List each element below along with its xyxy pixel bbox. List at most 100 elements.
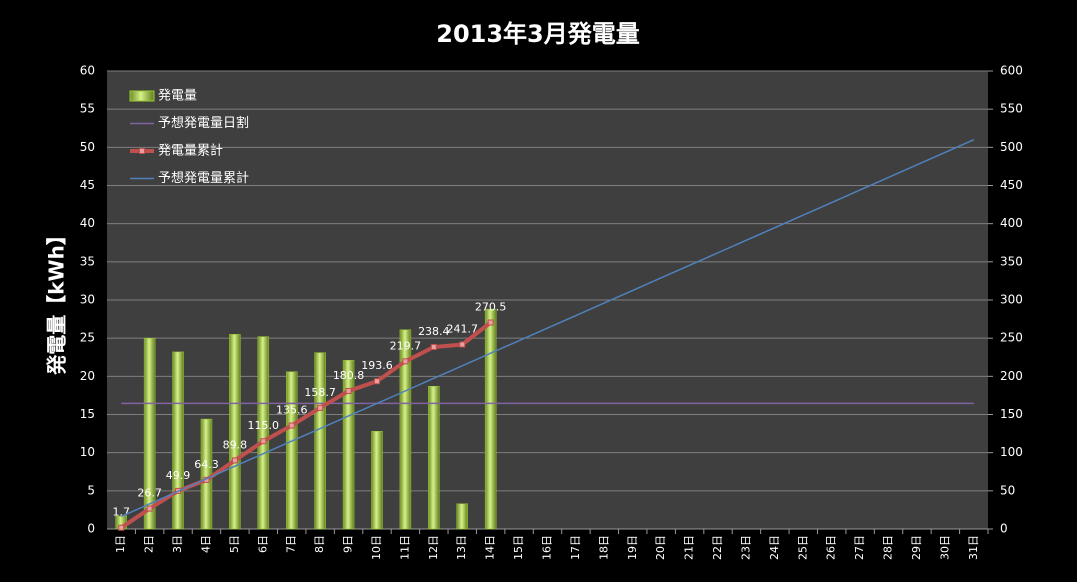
line-marker — [260, 438, 267, 445]
line-marker — [317, 404, 324, 411]
x-tick-label: 16日 — [541, 535, 554, 560]
line-marker — [487, 319, 494, 326]
y-tick-label: 35 — [80, 254, 95, 268]
data-label: 238.4 — [418, 325, 450, 338]
x-tick-label: 26日 — [825, 535, 838, 560]
y2-tick-label: 500 — [1000, 140, 1023, 154]
y-tick-label: 25 — [80, 331, 95, 345]
y2-tick-label: 200 — [1000, 369, 1023, 383]
y-axis-label: 発電量【kWh】 — [45, 225, 69, 376]
x-tick-label: 25日 — [796, 535, 809, 560]
x-tick-label: 9日 — [342, 535, 355, 553]
x-tick-label: 18日 — [597, 535, 610, 560]
y2-tick-label: 150 — [1000, 407, 1023, 421]
x-tick-label: 22日 — [711, 535, 724, 560]
x-tick-label: 1日 — [114, 535, 127, 553]
y2-tick-label: 0 — [1000, 522, 1008, 536]
data-label: 26.7 — [137, 487, 162, 500]
y2-tick-label: 450 — [1000, 178, 1023, 192]
bar — [456, 503, 468, 530]
legend-marker — [139, 148, 145, 154]
line-marker — [373, 378, 380, 385]
y-tick-label: 45 — [80, 178, 95, 192]
data-label: 219.7 — [390, 339, 422, 352]
y2-tick-label: 50 — [1000, 483, 1015, 497]
bar — [257, 336, 270, 530]
x-tick-label: 12日 — [427, 535, 440, 560]
x-tick-label: 30日 — [938, 535, 951, 560]
x-tick-label: 5日 — [228, 535, 241, 553]
y-tick-label: 15 — [80, 407, 95, 421]
x-tick-label: 15日 — [512, 535, 525, 560]
y-tick-label: 5 — [87, 483, 95, 497]
x-tick-label: 11日 — [398, 535, 411, 560]
bar — [399, 329, 412, 530]
data-label: 89.8 — [223, 438, 248, 451]
line-marker — [118, 524, 125, 531]
data-label: 241.7 — [446, 323, 478, 336]
bar — [484, 308, 497, 530]
x-tick-label: 23日 — [739, 535, 752, 560]
line-marker — [402, 358, 409, 365]
x-tick-label: 2日 — [143, 535, 156, 553]
x-tick-label: 6日 — [256, 535, 269, 553]
x-tick-label: 14日 — [484, 535, 497, 560]
x-tick-label: 8日 — [313, 535, 326, 553]
y-tick-label: 60 — [80, 64, 95, 78]
y2-tick-label: 550 — [1000, 102, 1023, 116]
legend-label: 予想発電量日割 — [158, 115, 249, 131]
y-tick-label: 55 — [80, 102, 95, 116]
legend-label: 発電量 — [158, 89, 197, 104]
x-tick-label: 17日 — [569, 535, 582, 560]
y2-tick-label: 300 — [1000, 293, 1023, 307]
x-tick-label: 31日 — [967, 535, 980, 560]
y-tick-label: 20 — [80, 369, 95, 383]
data-label: 115.0 — [248, 419, 280, 432]
data-label: 193.6 — [361, 359, 393, 372]
line-marker — [231, 457, 238, 464]
x-tick-label: 21日 — [683, 535, 696, 560]
y2-tick-label: 350 — [1000, 254, 1023, 268]
bar — [172, 351, 184, 530]
x-tick-label: 19日 — [626, 535, 639, 560]
y2-tick-label: 250 — [1000, 331, 1023, 345]
bar — [428, 386, 440, 530]
bar — [342, 360, 355, 530]
line-marker — [345, 387, 352, 394]
bar — [200, 418, 213, 530]
bar — [143, 337, 156, 530]
y-tick-label: 30 — [80, 293, 95, 307]
x-tick-label: 24日 — [768, 535, 781, 560]
line-marker — [459, 341, 466, 348]
bar — [371, 431, 383, 530]
y2-tick-label: 600 — [1000, 64, 1023, 78]
legend-swatch — [129, 90, 155, 102]
data-label: 64.3 — [194, 458, 219, 471]
legend-label: 発電量累計 — [158, 143, 223, 159]
x-tick-label: 10日 — [370, 535, 383, 560]
data-label: 270.5 — [475, 301, 507, 314]
x-tick-label: 4日 — [199, 535, 212, 553]
data-label: 180.8 — [333, 369, 365, 382]
line-marker — [146, 505, 153, 512]
data-label: 1.7 — [112, 506, 130, 519]
y-tick-label: 0 — [87, 522, 95, 536]
x-tick-label: 7日 — [285, 535, 298, 553]
x-tick-label: 27日 — [853, 535, 866, 560]
x-tick-label: 13日 — [455, 535, 468, 560]
y2-tick-label: 400 — [1000, 216, 1023, 230]
line-marker — [288, 422, 295, 429]
line-marker — [430, 344, 437, 351]
y-tick-label: 10 — [80, 445, 95, 459]
bar — [285, 371, 298, 530]
x-tick-label: 28日 — [882, 535, 895, 560]
chart-title: 2013年3月発電量 — [436, 20, 640, 48]
data-label: 49.9 — [166, 469, 191, 482]
y-tick-label: 40 — [80, 216, 95, 230]
data-label: 135.6 — [276, 403, 308, 416]
bar — [229, 334, 241, 530]
bar — [314, 352, 326, 530]
x-tick-label: 3日 — [171, 535, 184, 553]
x-tick-label: 29日 — [910, 535, 923, 560]
